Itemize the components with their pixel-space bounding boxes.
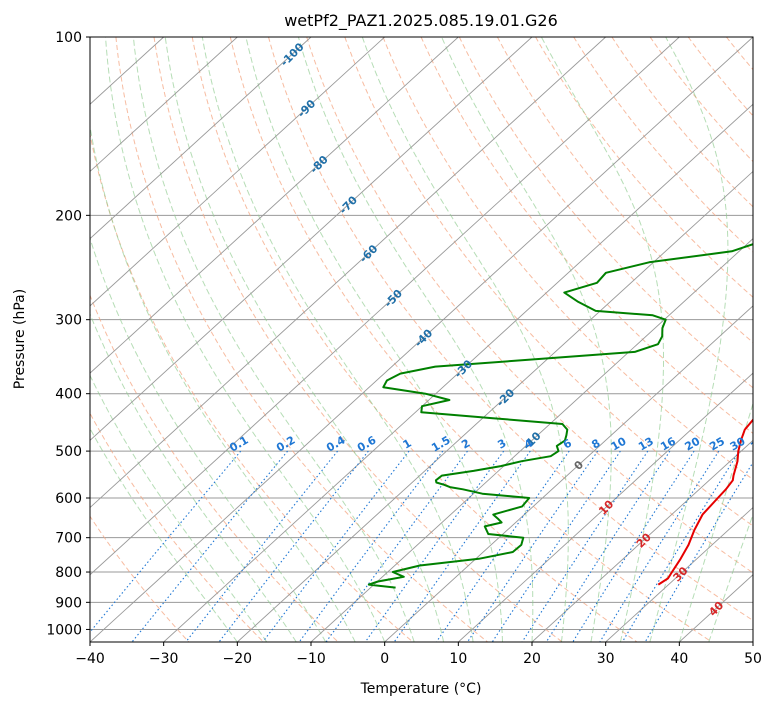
x-tick-label: −10 xyxy=(296,651,326,667)
dry-adiabat-line xyxy=(90,131,414,642)
moist-adiabat-line xyxy=(540,37,664,642)
x-tick-label: 20 xyxy=(523,651,541,667)
isotherm-line xyxy=(90,37,533,441)
dry-adiabat-line xyxy=(344,37,753,527)
dry-adiabat-line xyxy=(90,412,264,642)
mixing-ratio-line xyxy=(572,450,695,642)
isotherm-line xyxy=(458,372,753,642)
y-tick-label: 800 xyxy=(55,565,82,581)
mixing-ratio-line xyxy=(131,450,289,642)
y-tick-label: 200 xyxy=(55,208,82,224)
x-tick-label: 30 xyxy=(597,651,615,667)
dry-adiabat-line xyxy=(306,37,753,574)
mixing-ratio-line xyxy=(467,450,599,642)
plot-frame xyxy=(89,36,754,643)
y-tick-label: 500 xyxy=(55,444,82,460)
isotherm-line xyxy=(90,37,459,374)
dry-adiabat-line xyxy=(458,37,753,389)
dry-adiabat-line xyxy=(229,37,712,642)
isotherm-line xyxy=(605,506,753,642)
x-tick-label: 10 xyxy=(449,651,467,667)
x-axis-label: Temperature (°C) xyxy=(360,681,482,697)
dry-adiabat-line xyxy=(649,37,753,163)
y-tick-label: 400 xyxy=(55,387,82,403)
mixing-ratio-line xyxy=(298,450,444,642)
y-axis-ticks: 100 200 300 400 500 600 700 800 900 1000 xyxy=(46,30,90,638)
moist-adiabat-line xyxy=(201,37,474,642)
y-axis-label: Pressure (hPa) xyxy=(12,289,28,389)
dry-adiabat-line xyxy=(191,37,638,642)
dry-adiabat-line xyxy=(90,293,339,642)
moist-adiabat-line xyxy=(105,37,386,642)
mixing-ratio-lines xyxy=(90,450,753,642)
isotherm-line xyxy=(90,37,238,173)
y-tick-label: 1000 xyxy=(46,622,82,638)
chart-title: wetPf2_PAZ1.2025.085.19.01.G26 xyxy=(284,11,558,31)
moist-adiabat-line xyxy=(90,123,356,642)
isotherm-line xyxy=(237,170,753,642)
isotherm-line xyxy=(90,37,606,509)
y-tick-label: 100 xyxy=(55,30,82,46)
mixing-ratio-label: 36 xyxy=(748,434,768,453)
mixing-ratio-line xyxy=(262,450,410,642)
mixing-ratio-line xyxy=(218,450,369,642)
profile-series xyxy=(367,243,753,589)
moist-adiabat-line xyxy=(164,37,445,642)
x-tick-label: −20 xyxy=(223,651,253,667)
dry-adiabat-line xyxy=(535,37,753,298)
moist-adiabat-line xyxy=(441,37,612,642)
mixing-ratio-line xyxy=(621,450,740,642)
y-tick-label: 600 xyxy=(55,491,82,507)
isotherm-line xyxy=(163,103,753,642)
isotherm-line xyxy=(90,37,385,307)
x-axis-ticks: −40 −30 −20 −10 0 10 20 30 40 50 xyxy=(75,642,762,667)
dry-adiabat-line xyxy=(573,37,753,253)
moist-adiabat-line xyxy=(90,236,327,642)
moist-adiabat-line xyxy=(297,37,534,642)
temperature-profile-line xyxy=(657,418,753,586)
x-tick-label: −40 xyxy=(75,651,105,667)
moist-adiabat-line xyxy=(649,37,729,642)
isotherm-line xyxy=(384,305,753,642)
mixing-ratio-line xyxy=(185,450,339,642)
isotherm-line xyxy=(90,37,312,240)
isotherm-line xyxy=(90,37,680,576)
x-tick-label: 0 xyxy=(380,651,389,667)
x-tick-label: −30 xyxy=(149,651,179,667)
moist-adiabat-line xyxy=(361,37,569,642)
mixing-ratio-line xyxy=(435,450,570,642)
mixing-ratio-line xyxy=(599,450,720,642)
dewpoint-profile-line xyxy=(367,243,753,589)
moist-adiabat-line xyxy=(245,37,503,642)
isotherm-line xyxy=(310,238,753,642)
mixing-ratio-line xyxy=(644,461,753,642)
x-tick-label: 40 xyxy=(670,651,688,667)
x-tick-label: 50 xyxy=(744,651,762,667)
y-tick-label: 300 xyxy=(55,313,82,329)
isotherm-line xyxy=(90,37,753,642)
dry-adiabat-line xyxy=(268,37,753,622)
moist-adiabat-line xyxy=(90,312,297,642)
moist-adiabat-line xyxy=(90,374,268,642)
dry-adiabat-line xyxy=(496,37,753,344)
y-tick-label: 700 xyxy=(55,531,82,547)
mixing-ratio-line xyxy=(90,450,242,633)
skewed-isotherms xyxy=(90,37,753,642)
isotherm-line xyxy=(531,439,753,642)
y-tick-label: 900 xyxy=(55,595,82,611)
mixing-ratio-line xyxy=(364,450,505,642)
dry-adiabat-line xyxy=(382,37,753,481)
moist-adiabat-line xyxy=(90,427,238,642)
